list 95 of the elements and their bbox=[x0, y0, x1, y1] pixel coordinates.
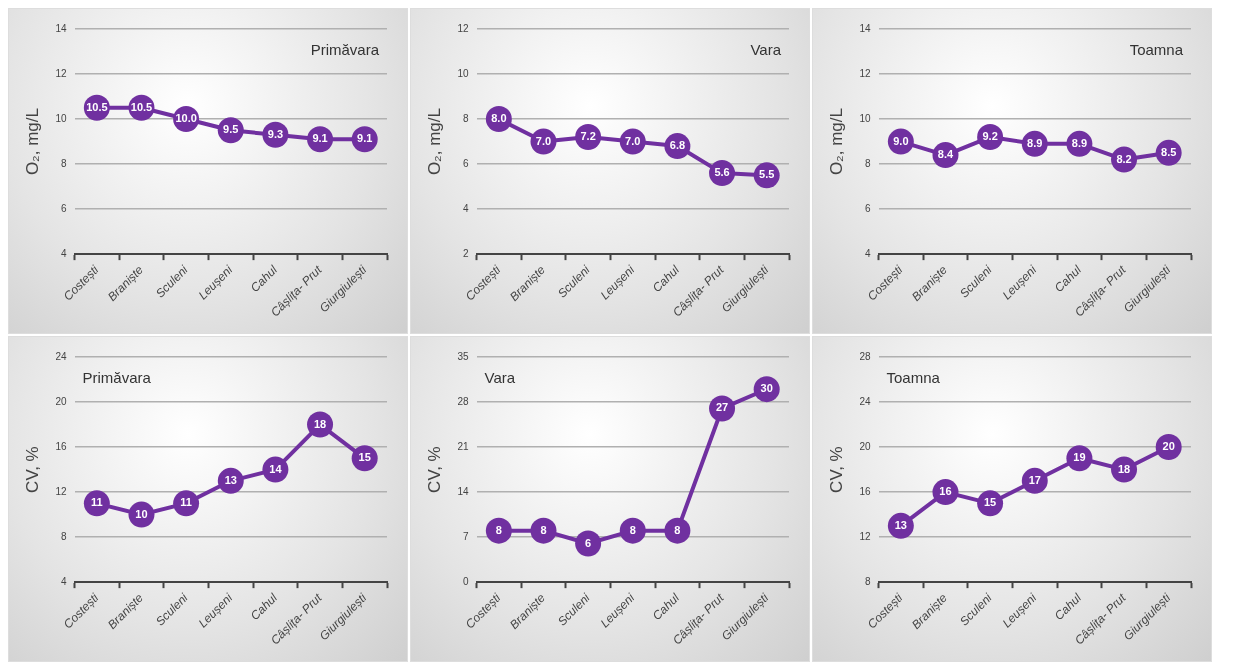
data-label: 18 bbox=[1117, 462, 1131, 475]
y-tick-label: 6 bbox=[462, 157, 469, 169]
y-tick-label: 2 bbox=[462, 247, 469, 259]
y-tick-label: 14 bbox=[859, 22, 871, 34]
y-tick-label: 16 bbox=[55, 440, 67, 452]
data-label: 17 bbox=[1028, 473, 1041, 486]
data-label: 5.6 bbox=[714, 166, 730, 179]
y-tick-label: 7 bbox=[462, 530, 469, 542]
y-tick-label: 4 bbox=[462, 202, 469, 214]
y-tick-label: 12 bbox=[55, 485, 67, 497]
y-tick-label: 8 bbox=[60, 157, 67, 169]
data-label: 7.0 bbox=[535, 134, 552, 147]
point bbox=[575, 530, 602, 557]
text: Vara bbox=[750, 41, 782, 59]
data-label: 6.8 bbox=[669, 139, 686, 152]
point bbox=[619, 517, 646, 544]
data-label: 11 bbox=[91, 496, 103, 509]
y-tick-label: 4 bbox=[60, 575, 67, 587]
data-label: 13 bbox=[224, 473, 237, 486]
data-label: 9.0 bbox=[893, 134, 909, 147]
data-label: 27 bbox=[715, 401, 729, 414]
data-label: 16 bbox=[939, 485, 952, 498]
data-label: 13 bbox=[894, 518, 907, 531]
data-label: 8 bbox=[629, 523, 636, 536]
data-label: 8.4 bbox=[937, 148, 955, 161]
y-tick-label: 14 bbox=[55, 22, 67, 34]
point bbox=[485, 517, 512, 544]
y-tick-label: 35 bbox=[457, 350, 469, 362]
y-tick-label: 21 bbox=[457, 440, 469, 452]
y-tick-label: 12 bbox=[859, 67, 871, 79]
y-tick-label: 0 bbox=[462, 575, 469, 587]
y-tick-label: 24 bbox=[859, 395, 871, 407]
y-tick-label: 6 bbox=[864, 202, 871, 214]
data-label: 10.5 bbox=[130, 100, 153, 113]
y-tick-label: 6 bbox=[60, 202, 67, 214]
data-label: 9.2 bbox=[982, 130, 998, 143]
y-tick-label: 10 bbox=[859, 112, 871, 124]
data-label: 9.5 bbox=[223, 123, 239, 136]
data-label: 8.9 bbox=[1027, 136, 1043, 149]
y-tick-label: 28 bbox=[457, 395, 469, 407]
data-label: 7.0 bbox=[625, 134, 641, 147]
data-label: 8 bbox=[674, 523, 681, 536]
data-label: 10.5 bbox=[86, 100, 108, 113]
data-label: 10 bbox=[135, 507, 148, 520]
data-label: 7.2 bbox=[580, 130, 596, 143]
text: Toamna bbox=[1129, 41, 1184, 59]
data-label: 10.0 bbox=[175, 112, 197, 125]
y-tick-label: 14 bbox=[457, 485, 469, 497]
y-tick-label: 8 bbox=[864, 575, 871, 587]
y-axis-title: CV, % bbox=[22, 446, 42, 493]
y-axis-title: O₂, mg/L bbox=[424, 108, 444, 176]
text: Vara bbox=[484, 369, 516, 387]
data-label: 8.5 bbox=[1161, 145, 1177, 158]
data-label: 14 bbox=[269, 462, 283, 475]
point bbox=[530, 517, 557, 544]
y-tick-label: 20 bbox=[55, 395, 67, 407]
data-label: 20 bbox=[1162, 440, 1175, 453]
y-axis-title: CV, % bbox=[826, 446, 846, 493]
data-label: 11 bbox=[180, 496, 192, 509]
data-label: 9.3 bbox=[267, 127, 284, 140]
data-label: 18 bbox=[313, 417, 327, 430]
text: Primăvara bbox=[310, 41, 380, 59]
y-tick-label: 24 bbox=[55, 350, 67, 362]
y-tick-label: 20 bbox=[859, 440, 871, 452]
data-label: 9.1 bbox=[357, 132, 373, 145]
data-label: 9.1 bbox=[312, 132, 328, 145]
data-label: 8 bbox=[495, 523, 502, 536]
data-label: 8.0 bbox=[491, 112, 507, 125]
data-label: 15 bbox=[984, 496, 997, 509]
data-label: 8.9 bbox=[1071, 136, 1088, 149]
y-tick-label: 8 bbox=[60, 530, 67, 542]
y-axis-title: O₂, mg/L bbox=[22, 108, 42, 176]
data-label: 15 bbox=[358, 451, 371, 464]
data-label: 19 bbox=[1073, 451, 1086, 464]
y-tick-label: 8 bbox=[864, 157, 871, 169]
data-label: 8 bbox=[540, 523, 547, 536]
point bbox=[664, 517, 691, 544]
data-label: 30 bbox=[760, 382, 773, 395]
y-tick-label: 8 bbox=[462, 112, 469, 124]
y-tick-label: 12 bbox=[457, 22, 469, 34]
y-tick-label: 16 bbox=[859, 485, 871, 497]
data-label: 5.5 bbox=[759, 168, 775, 181]
data-label: 6 bbox=[585, 536, 592, 549]
text: Toamna bbox=[886, 369, 941, 387]
y-tick-label: 10 bbox=[55, 112, 67, 124]
y-tick-label: 12 bbox=[55, 67, 67, 79]
data-label: 8.2 bbox=[1116, 152, 1132, 165]
y-tick-label: 10 bbox=[457, 67, 469, 79]
y-tick-label: 4 bbox=[60, 247, 67, 259]
y-axis-title: CV, % bbox=[424, 446, 444, 493]
y-tick-label: 28 bbox=[859, 350, 871, 362]
y-axis-title: O₂, mg/L bbox=[826, 108, 846, 176]
y-tick-label: 4 bbox=[864, 247, 871, 259]
y-tick-label: 12 bbox=[859, 530, 871, 542]
text: Primăvara bbox=[82, 369, 152, 387]
